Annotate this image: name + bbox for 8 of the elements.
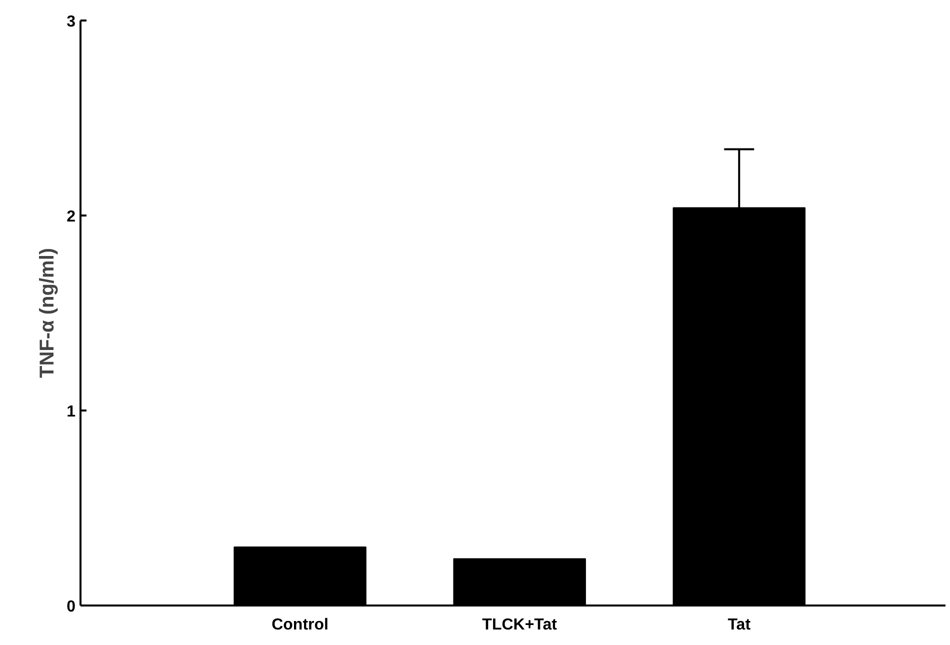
x-tick-label: Tat bbox=[728, 616, 752, 634]
y-tick-label: 0 bbox=[66, 598, 76, 616]
x-tick-label: TLCK+Tat bbox=[482, 616, 558, 634]
y-tick-label: 3 bbox=[66, 14, 76, 30]
y-tick-label: 2 bbox=[66, 208, 76, 226]
x-tick-label: Control bbox=[272, 616, 328, 634]
y-tick-label: 1 bbox=[66, 404, 76, 420]
y-axis-title: TNF-α (ng/ml) bbox=[36, 248, 59, 378]
